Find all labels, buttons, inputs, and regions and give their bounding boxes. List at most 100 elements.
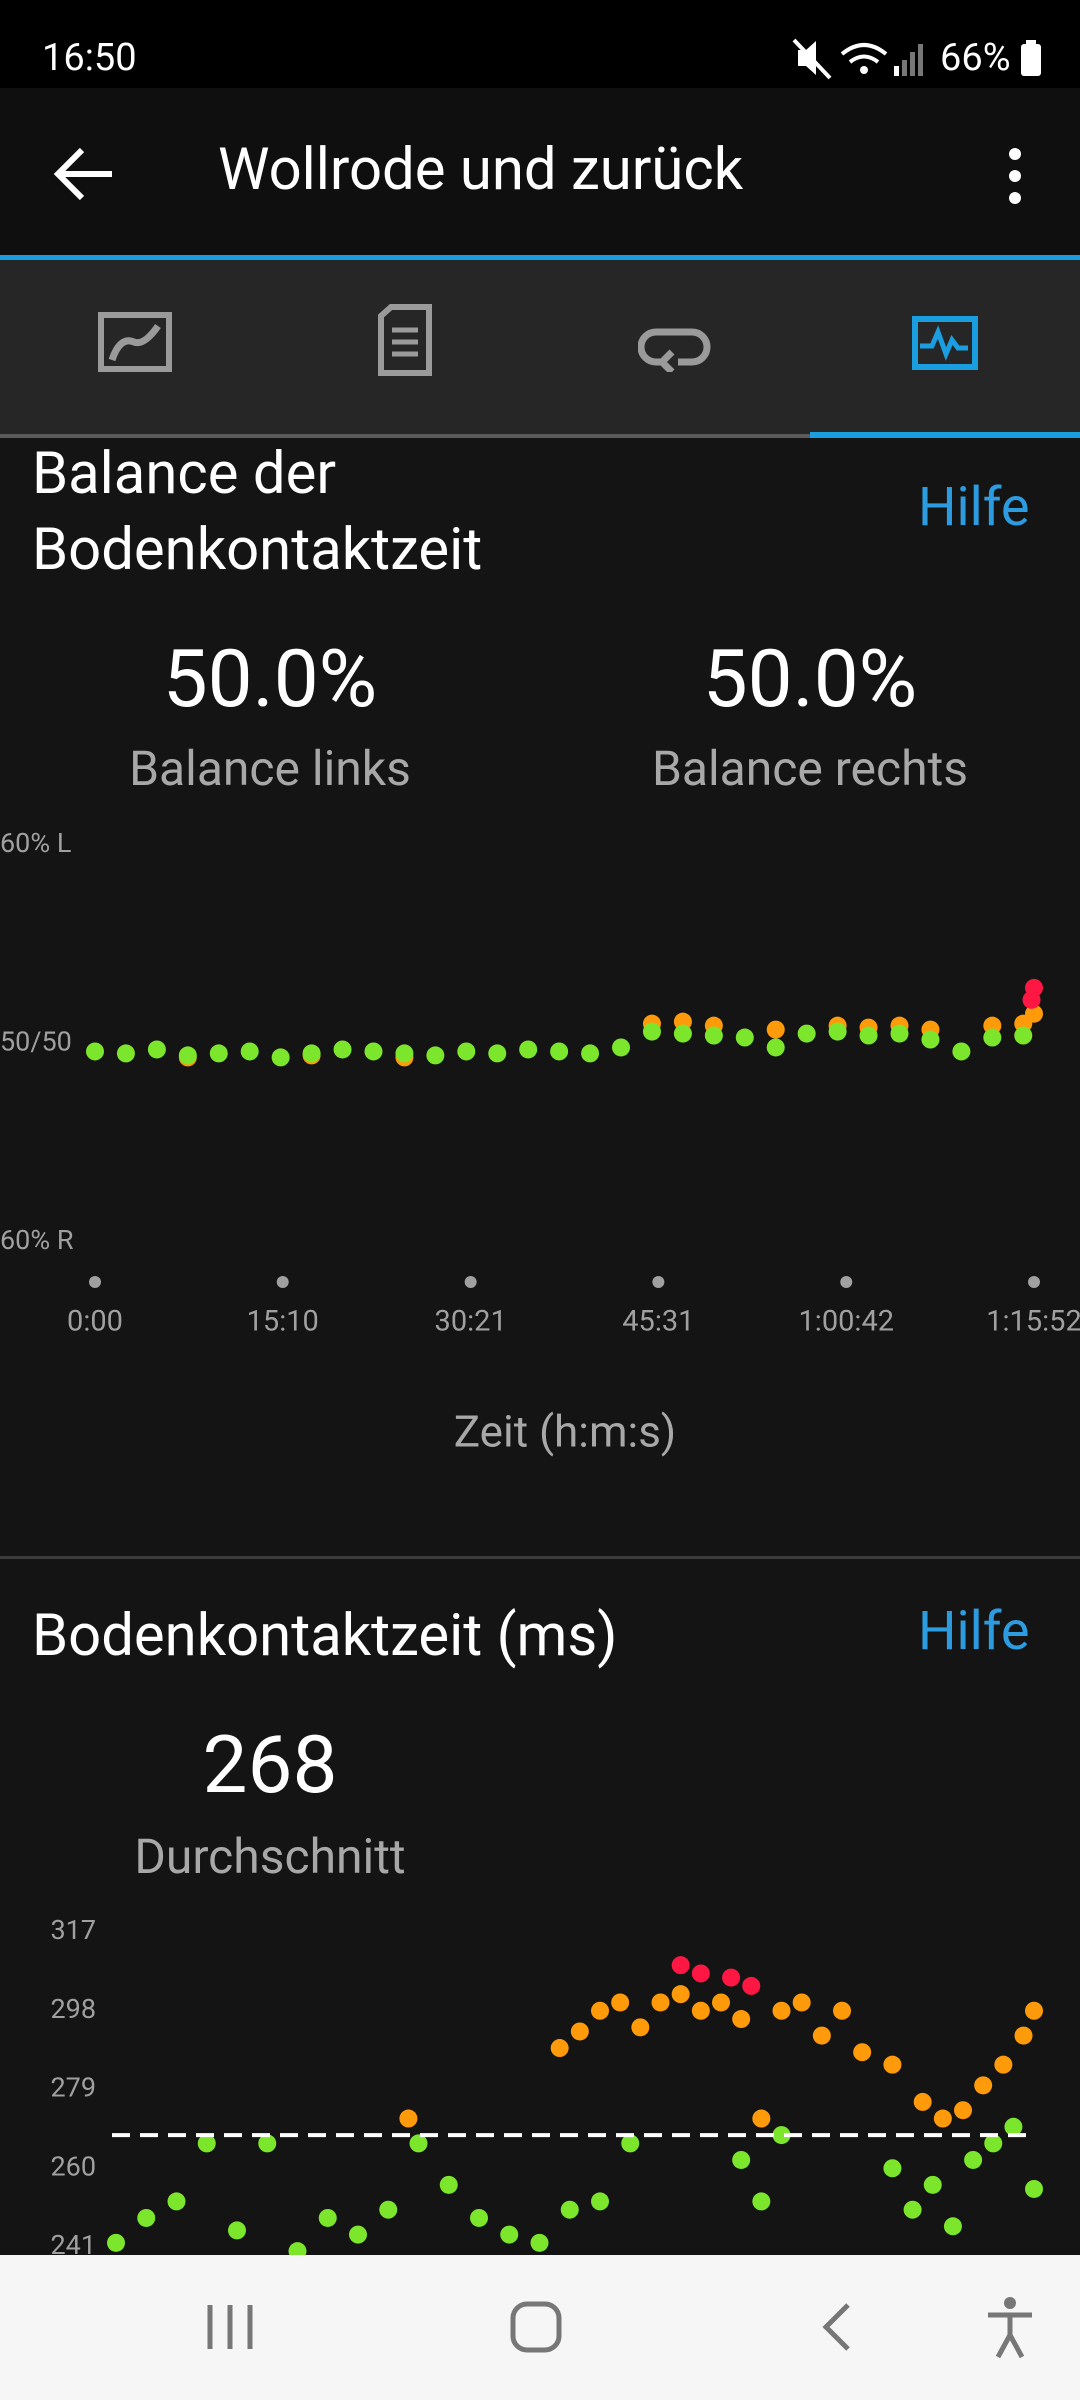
data-point bbox=[964, 2150, 983, 2169]
data-point bbox=[792, 1993, 811, 2012]
data-point bbox=[642, 1022, 661, 1041]
x-tick-label: 45:31 bbox=[622, 1305, 694, 1339]
tab-charts[interactable] bbox=[912, 316, 978, 370]
x-tick bbox=[276, 1276, 289, 1288]
data-point bbox=[691, 1964, 710, 1983]
data-point bbox=[903, 2200, 922, 2219]
battery-level: 66% bbox=[940, 36, 1011, 80]
accent-rule bbox=[0, 255, 1080, 260]
screen-title: Wollrode und zurück bbox=[218, 136, 744, 204]
data-point bbox=[772, 2126, 791, 2145]
data-point bbox=[812, 2026, 831, 2045]
data-point bbox=[333, 1040, 352, 1059]
y-tick-label: 60% L bbox=[0, 827, 71, 859]
tab-laps[interactable] bbox=[638, 316, 712, 372]
tab-rule bbox=[0, 434, 1080, 438]
data-point bbox=[302, 1044, 321, 1063]
data-point bbox=[178, 1046, 197, 1065]
x-tick bbox=[464, 1276, 477, 1288]
x-tick-label: 1:15:52 bbox=[986, 1305, 1080, 1339]
nav-recent[interactable] bbox=[200, 2299, 260, 2355]
stat-label: Balance links bbox=[129, 740, 411, 797]
data-point bbox=[470, 2208, 489, 2227]
data-point bbox=[766, 1038, 785, 1057]
data-point bbox=[500, 2225, 519, 2244]
data-point bbox=[691, 2001, 710, 2020]
data-point bbox=[560, 2200, 579, 2219]
status-icons bbox=[792, 38, 923, 80]
data-point bbox=[890, 1024, 909, 1043]
tab-details[interactable] bbox=[378, 304, 432, 376]
help-link[interactable]: Hilfe bbox=[918, 476, 1030, 539]
x-tick-label: 1:00:42 bbox=[799, 1305, 895, 1339]
data-point bbox=[621, 2134, 640, 2153]
data-point bbox=[581, 1044, 600, 1063]
divider bbox=[0, 1556, 1080, 1559]
data-point bbox=[1025, 2179, 1043, 2198]
data-point bbox=[1025, 2001, 1043, 2020]
data-point bbox=[651, 1993, 670, 2012]
section-title: Bodenkontaktzeit (ms) bbox=[32, 1602, 618, 1670]
nav-accessibility[interactable] bbox=[984, 2295, 1036, 2359]
y-tick-label: 298 bbox=[50, 1993, 96, 2025]
data-point bbox=[379, 2200, 398, 2219]
data-point bbox=[1014, 2026, 1033, 2045]
data-point bbox=[732, 2150, 751, 2169]
nav-home[interactable] bbox=[508, 2299, 564, 2355]
data-point bbox=[530, 2233, 549, 2252]
menu-button[interactable] bbox=[1000, 146, 1030, 206]
data-point bbox=[704, 1026, 723, 1045]
help-link[interactable]: Hilfe bbox=[918, 1600, 1030, 1663]
data-point bbox=[772, 2001, 791, 2020]
back-button[interactable] bbox=[50, 144, 120, 204]
data-point bbox=[209, 1044, 228, 1063]
x-tick bbox=[840, 1276, 853, 1288]
stat-label: Balance rechts bbox=[651, 740, 969, 797]
stat-label: Durchschnitt bbox=[134, 1828, 406, 1885]
data-point bbox=[735, 1028, 754, 1047]
data-point bbox=[631, 2018, 650, 2037]
data-point bbox=[974, 2076, 993, 2095]
data-point bbox=[240, 1042, 259, 1061]
data-point bbox=[550, 2039, 569, 2058]
data-point bbox=[147, 1040, 166, 1059]
data-point bbox=[488, 1044, 507, 1063]
x-tick-label: 15:10 bbox=[247, 1305, 319, 1339]
data-point bbox=[409, 2134, 428, 2153]
data-point bbox=[349, 2225, 368, 2244]
data-point bbox=[550, 1042, 569, 1061]
navigation-bar bbox=[0, 2255, 1080, 2400]
data-point bbox=[933, 2109, 952, 2128]
tab-map[interactable] bbox=[98, 312, 172, 372]
data-point bbox=[766, 1020, 785, 1039]
data-point bbox=[439, 2175, 458, 2194]
nav-back[interactable] bbox=[818, 2299, 858, 2355]
x-axis-label: Zeit (h:m:s) bbox=[454, 1406, 676, 1458]
data-point bbox=[952, 1042, 971, 1061]
x-tick-label: 30:21 bbox=[435, 1305, 507, 1339]
data-point bbox=[228, 2221, 247, 2240]
data-point bbox=[732, 2010, 751, 2029]
stat-value: 50.0% bbox=[162, 632, 378, 726]
data-point bbox=[1004, 2117, 1023, 2136]
data-point bbox=[197, 2134, 216, 2153]
x-tick bbox=[652, 1276, 665, 1288]
data-point bbox=[913, 2092, 932, 2111]
data-point bbox=[1025, 1004, 1043, 1023]
data-point bbox=[591, 2001, 610, 2020]
data-point bbox=[671, 1956, 690, 1975]
data-point bbox=[722, 1968, 741, 1987]
data-point bbox=[1014, 1026, 1033, 1045]
data-point bbox=[943, 2217, 962, 2236]
y-tick-label: 317 bbox=[50, 1914, 96, 1946]
tab-bar bbox=[0, 260, 1080, 438]
data-point bbox=[883, 2159, 902, 2178]
data-point bbox=[954, 2101, 973, 2120]
data-point bbox=[671, 1985, 690, 2004]
data-point bbox=[591, 2192, 610, 2211]
status-bar: 16:50 66% bbox=[0, 0, 1080, 88]
data-point bbox=[833, 2001, 852, 2020]
data-point bbox=[271, 1048, 290, 1067]
